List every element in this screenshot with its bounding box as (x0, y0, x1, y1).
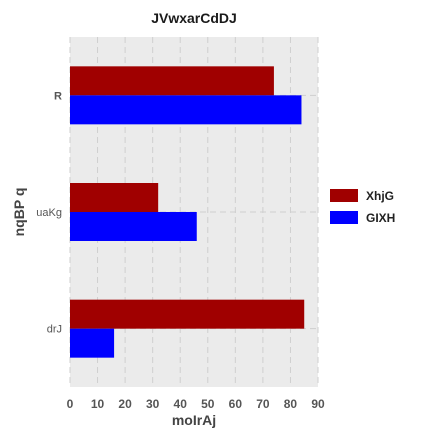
bar-XhjG-drJ (70, 299, 305, 329)
x-tick-label: 20 (118, 397, 132, 411)
x-ticks: 0 10 20 30 40 50 60 70 80 90 (67, 397, 325, 411)
bar-GIXH-R (70, 95, 302, 125)
x-tick-label: 0 (67, 397, 74, 411)
legend-label: XhjG (366, 189, 394, 203)
y-tick-label: uaKg (36, 207, 62, 219)
bar-GIXH-uaKg (70, 212, 197, 241)
legend-swatch (330, 189, 358, 202)
bar-GIXH-drJ (70, 328, 115, 358)
y-tick-label: R (54, 90, 62, 102)
x-axis-label: moIrAj (172, 412, 216, 428)
legend-label: GIXH (366, 211, 395, 225)
chart-title: JVwxarCdDJ (151, 10, 237, 26)
x-tick-label: 40 (174, 397, 188, 411)
x-tick-label: 90 (311, 397, 325, 411)
bar-XhjG-uaKg (70, 183, 159, 212)
bar-XhjG-R (70, 66, 274, 96)
y-tick-label: drJ (47, 324, 62, 336)
x-tick-label: 80 (284, 397, 298, 411)
x-tick-label: 30 (146, 397, 160, 411)
x-tick-label: 60 (229, 397, 243, 411)
legend: XhjG GIXH (330, 189, 395, 225)
x-tick-label: 70 (256, 397, 270, 411)
y-axis-label: nqBP q (11, 188, 27, 237)
x-tick-label: 10 (91, 397, 105, 411)
x-tick-label: 50 (201, 397, 215, 411)
legend-swatch (330, 211, 358, 224)
bars (70, 66, 305, 358)
